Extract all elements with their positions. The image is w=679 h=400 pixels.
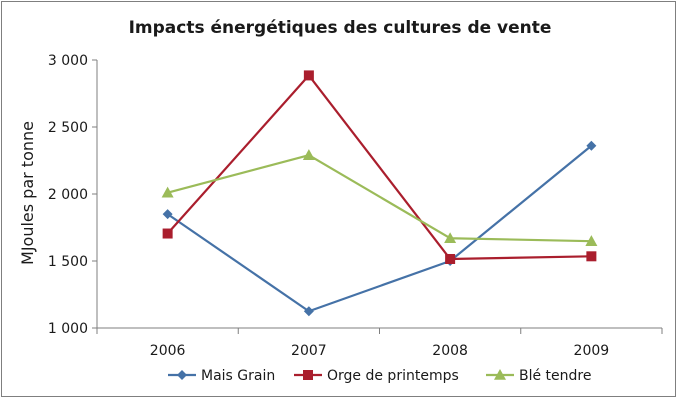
data-point: [586, 251, 597, 262]
legend-marker: [303, 370, 313, 380]
series-line: [167, 154, 592, 243]
data-point: [162, 228, 173, 239]
data-point: [162, 209, 173, 220]
data-point: [586, 140, 597, 151]
legend-entry: Blé tendre: [486, 368, 591, 384]
legend-label: Mais Grain: [201, 368, 275, 384]
series-line: [167, 144, 593, 313]
chart-title: Impacts énergétiques des cultures de ven…: [129, 18, 552, 38]
legend-entry: Orge de printemps: [294, 368, 459, 384]
data-point: [302, 149, 315, 160]
y-axis-label: MJoules par tonne: [18, 121, 37, 265]
legend-marker: [177, 370, 187, 380]
data-point: [585, 235, 598, 246]
data-point: [444, 232, 457, 244]
legend-label: Orge de printemps: [327, 368, 459, 384]
series-2: [161, 149, 598, 246]
data-point: [303, 70, 314, 81]
x-tick-label: 2008: [432, 343, 468, 359]
y-tick-label: 1 000: [48, 321, 88, 337]
data-point: [445, 253, 456, 264]
data-point: [303, 306, 314, 317]
x-tick-label: 2006: [150, 343, 186, 359]
legend-label: Blé tendre: [519, 368, 591, 384]
y-tick-label: 3 000: [48, 53, 88, 69]
data-point: [161, 186, 174, 198]
legend: Mais Grain Orge de printemps Blé tendre: [168, 368, 591, 384]
plot-area: 1 000 1 500 2 000 2 500 3 000 2006 2007 2008 200…: [48, 53, 663, 359]
legend-marker: [494, 369, 506, 380]
series-line: [166, 74, 592, 261]
y-tick-label: 2 500: [48, 120, 88, 136]
x-tick-label: 2007: [291, 343, 327, 359]
y-tick-label: 1 500: [48, 254, 88, 270]
legend-entry: Mais Grain: [168, 368, 275, 384]
x-tick-label: 2009: [574, 343, 610, 359]
y-tick-label: 2 000: [48, 187, 88, 203]
series-1: [162, 70, 597, 264]
